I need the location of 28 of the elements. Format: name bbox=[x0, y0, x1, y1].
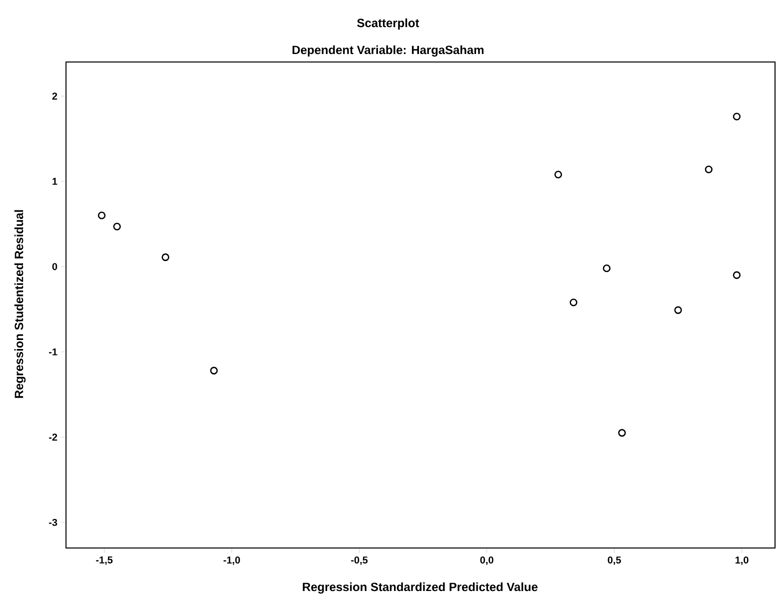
y-tick-label: -1 bbox=[49, 348, 58, 356]
x-axis-title: Regression Standardized Predicted Value bbox=[302, 582, 538, 594]
x-tick-label: -1,0 bbox=[224, 556, 240, 566]
point bbox=[210, 366, 218, 374]
y-axis-title: Regression Studentized Residual bbox=[14, 210, 26, 398]
y-tick-label: 0 bbox=[52, 263, 58, 270]
y-tick-label: 2 bbox=[52, 92, 58, 100]
point bbox=[704, 166, 713, 174]
chart-subtitle: Dependent Variable: HargaSaham bbox=[292, 45, 484, 57]
x-tick-label: 0,0 bbox=[480, 556, 494, 566]
point bbox=[554, 170, 562, 178]
x-tick-label: -0,5 bbox=[351, 556, 368, 566]
x-tick-label: -1,5 bbox=[96, 556, 113, 565]
point bbox=[570, 298, 578, 306]
point bbox=[674, 306, 682, 314]
x-tick-label: 1,0 bbox=[736, 556, 748, 566]
point bbox=[162, 253, 170, 262]
y-tick-label: -2 bbox=[49, 434, 58, 441]
point bbox=[618, 429, 626, 437]
point bbox=[98, 212, 106, 220]
point bbox=[602, 264, 611, 272]
x-tick-label: 0,5 bbox=[608, 556, 621, 566]
y-tick-label: 1 bbox=[52, 178, 58, 185]
y-tick-label: -3 bbox=[49, 518, 58, 526]
point bbox=[732, 271, 741, 279]
chart-title: Scatterplot bbox=[357, 18, 420, 30]
point bbox=[113, 222, 121, 230]
point bbox=[732, 112, 741, 120]
